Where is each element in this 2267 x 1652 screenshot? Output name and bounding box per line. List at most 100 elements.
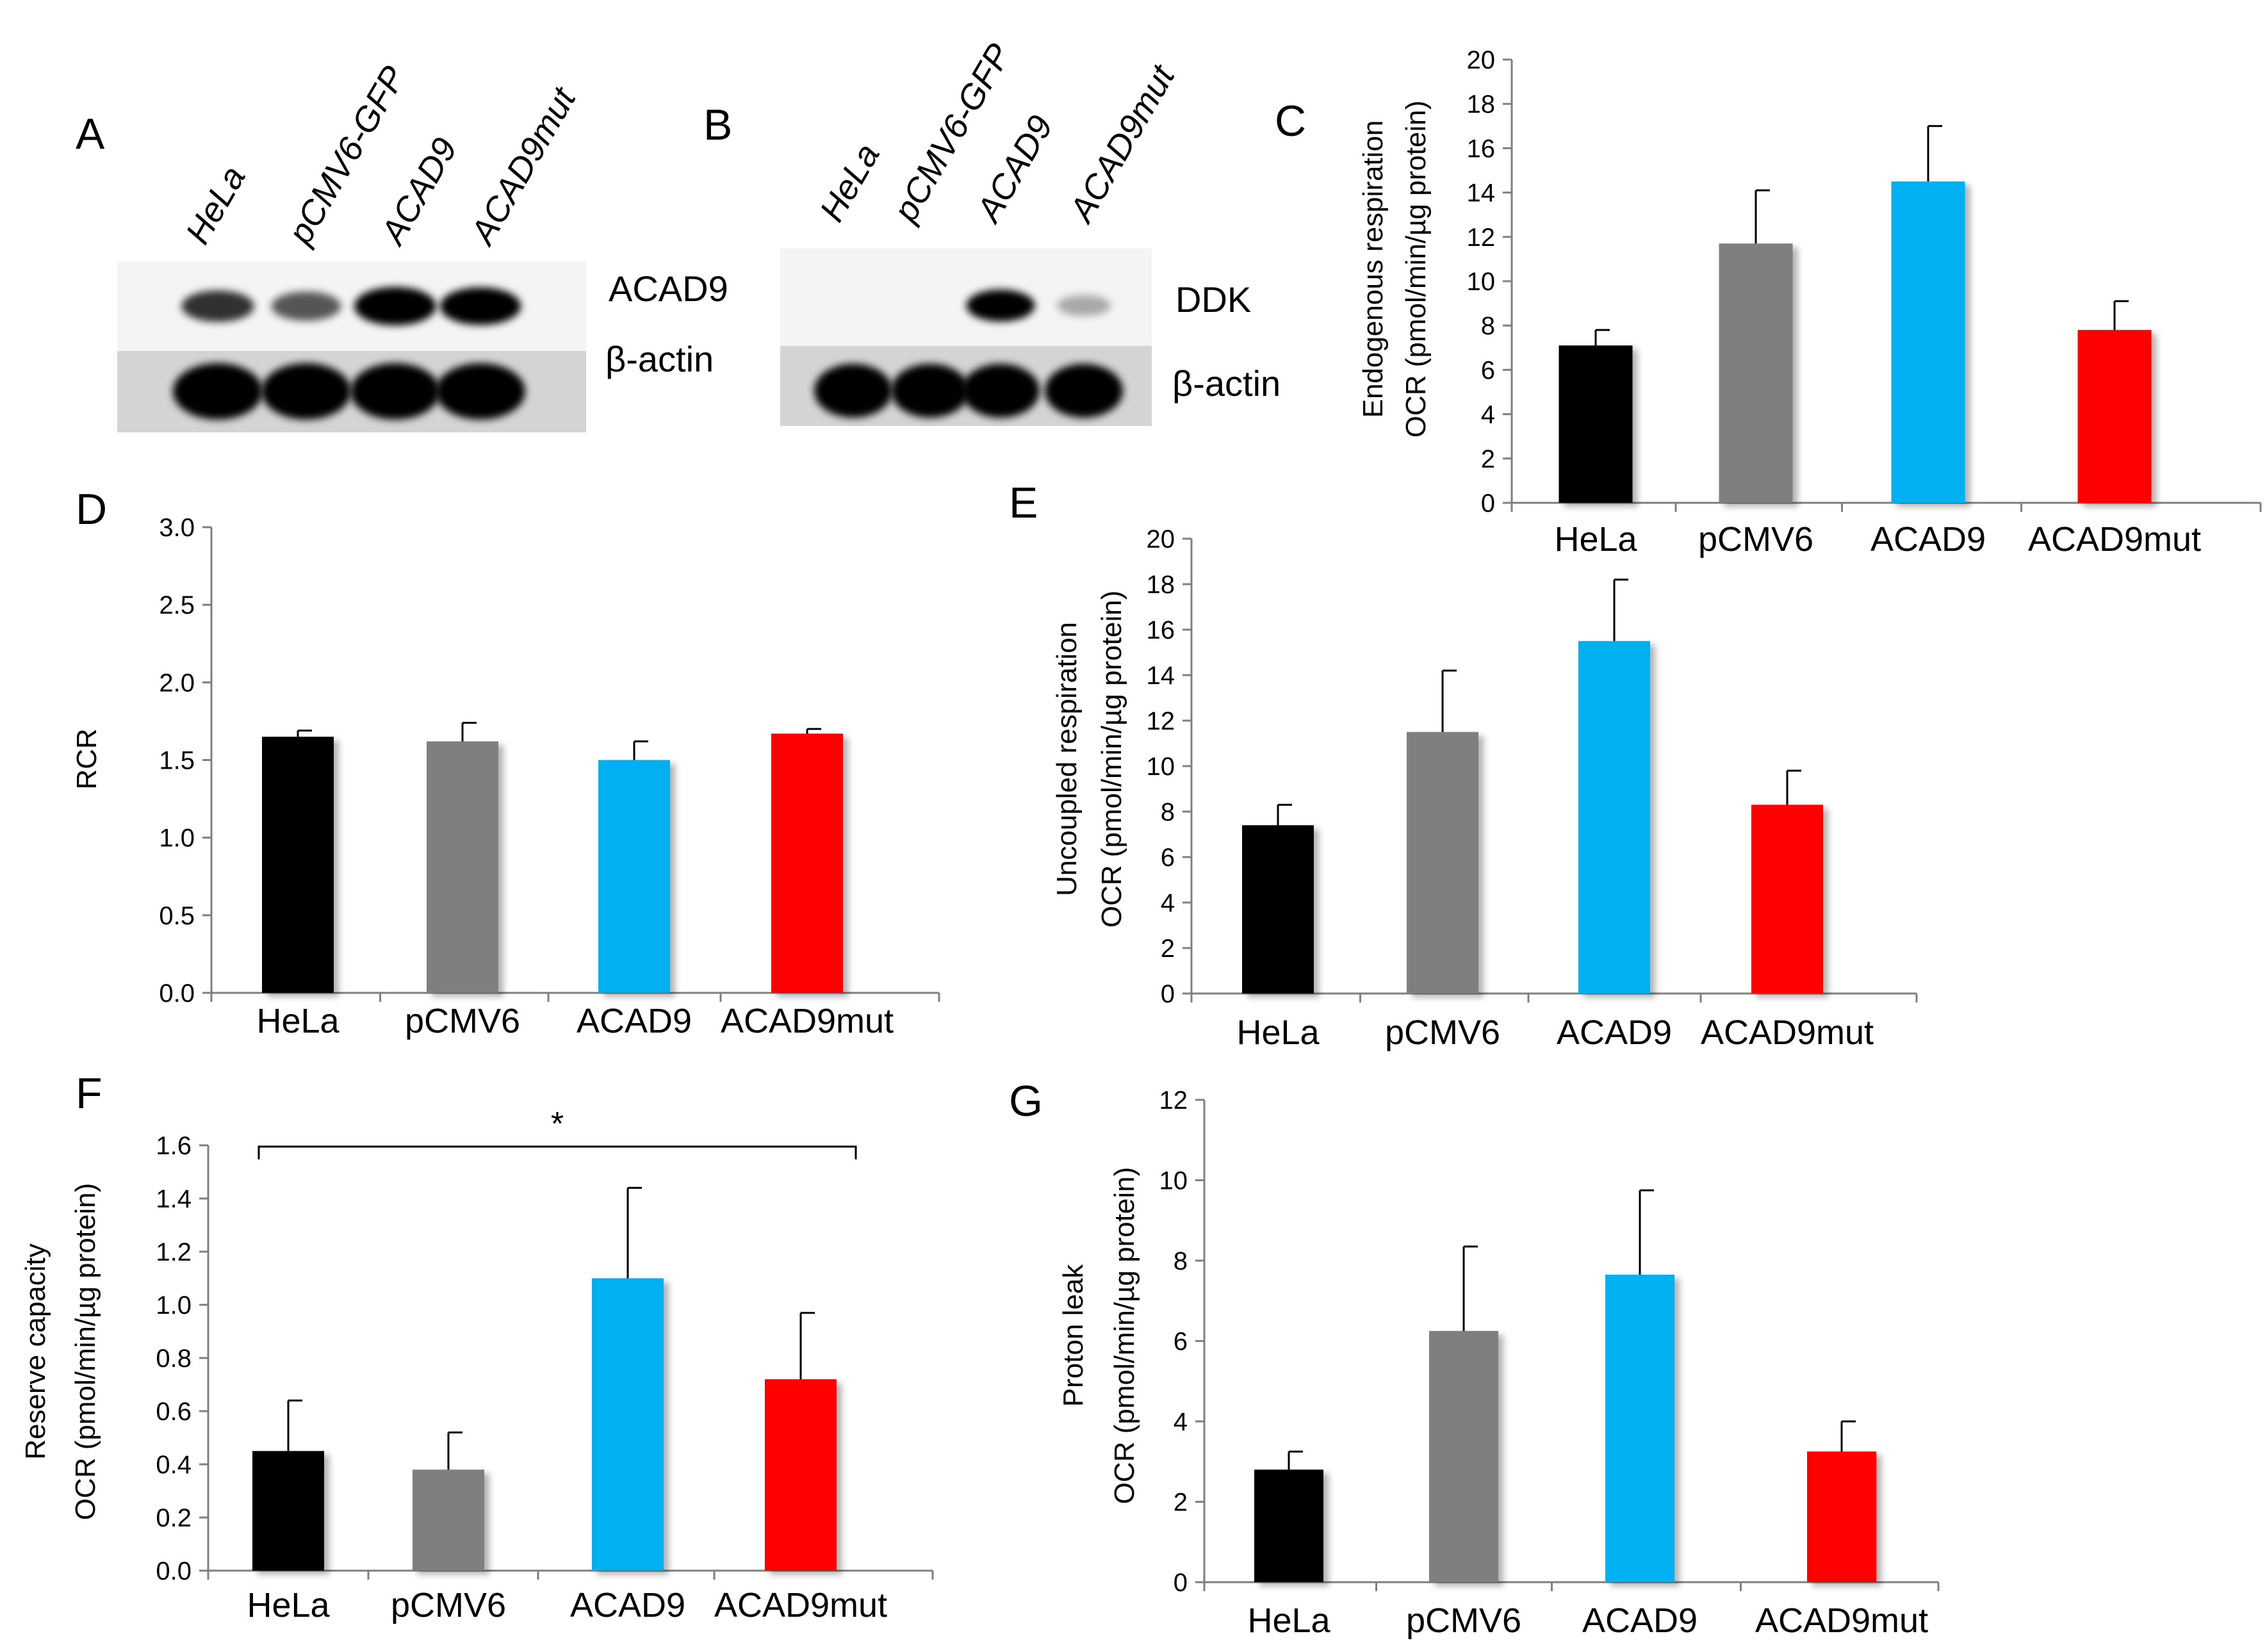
chart-c-y-tick-label: 0 [1481,489,1495,518]
chart-d-x-tick-label-acad9mut: ACAD9mut [721,1002,894,1040]
chart-e-bar-pcmv6 [1407,732,1478,994]
chart-d-y-tick-label: 2.0 [159,669,195,697]
panel-c: C Endogenous respiration OCR (pmol/min/µ… [1275,46,2262,559]
chart-c-x-tick-label-acad9mut: ACAD9mut [2028,520,2201,559]
chart-d-x-tick-label-pcmv6: pCMV6 [405,1002,520,1040]
chart-g-plot: 0 2 4 6 8 10 12 HeLa pCMV6 ACAD9 ACAD9mut [1159,1086,1940,1640]
chart-c-y-tick-label: 2 [1481,445,1495,473]
chart-g-bar-acad9mut [1807,1452,1876,1582]
blot-b-lane-hela: HeLa [812,137,887,228]
chart-d-y-tick-label: 1.5 [159,747,195,775]
panel-d: D RCR 0.0 0.5 1.0 1.5 2.0 2.5 3.0 HeLa pCMV6 ACAD… [71,485,940,1040]
blot-b-band-bottom-2 [962,364,1040,418]
chart-d-y-tick-label: 0.0 [159,979,195,1008]
chart-c-y-tick-label: 8 [1481,312,1495,340]
panel-letter-e: E [1009,478,1038,527]
blot-b-band-top-3 [1056,295,1111,316]
chart-g-y-axis-label-line2: OCR (pmol/min/µg protein) [1109,1167,1140,1505]
blot-b-band-bottom-3 [1045,364,1123,418]
chart-c-y-tick-label: 12 [1467,224,1496,252]
chart-e-x-tick-label-acad9mut: ACAD9mut [1701,1013,1874,1052]
chart-g-x-tick-label-hela: HeLa [1247,1601,1330,1640]
chart-e-y-tick-label: 4 [1161,889,1175,917]
chart-f-y-tick-label: 0.4 [156,1451,192,1479]
chart-c-y-axis-label-line2: OCR (pmol/min/µg protein) [1400,101,1432,438]
chart-g-y-tick-label: 0 [1174,1569,1188,1597]
chart-d-y-tick-label: 3.0 [159,514,195,542]
panel-letter-b: B [703,101,732,149]
chart-e-bar-acad9mut [1751,805,1823,994]
blot-b-row-label-ddk: DDK [1175,279,1251,320]
blot-b-band-top-2 [966,290,1035,322]
chart-e-x-tick-label-acad9: ACAD9 [1557,1013,1672,1052]
chart-d-y-axis-label: RCR [71,728,102,789]
chart-c-y-tick-label: 6 [1481,356,1495,384]
blot-b-row-label-beta-actin: β-actin [1172,363,1281,404]
chart-d-y-tick-label: 1.0 [159,824,195,853]
blot-a-lane-acad9mut: ACAD9mut [462,80,584,252]
panel-letter-a: A [76,110,105,158]
chart-g-bar-hela [1254,1469,1323,1582]
chart-c-y-tick-label: 16 [1467,135,1496,163]
chart-f-bar-pcmv6 [413,1469,484,1571]
chart-f-y-tick-label: 0.2 [156,1504,192,1532]
chart-f-significance-label: * [551,1106,564,1143]
blot-a-lane-labels: HeLa pCMV6-GFP ACAD9 ACAD9mut [178,60,584,252]
chart-f-significance-bracket [258,1145,857,1159]
panel-letter-c: C [1275,97,1306,145]
chart-c-x-tick-label-pcmv6: pCMV6 [1698,520,1813,559]
panel-e: E Uncoupled respiration OCR (pmol/min/µg… [1009,478,1918,1052]
blot-a-lane-hela: HeLa [178,159,253,250]
chart-e-y-tick-label: 18 [1147,571,1175,599]
chart-c-x-tick-label-acad9: ACAD9 [1870,520,1986,559]
chart-f-y-tick-label: 1.0 [156,1291,192,1320]
chart-d-x-tick-label-hela: HeLa [256,1002,340,1040]
chart-f-bar-hela [252,1451,324,1571]
chart-d-y-tick-label: 2.5 [159,591,195,619]
chart-e-y-tick-label: 0 [1161,980,1175,1008]
chart-e-y-tick-label: 12 [1147,707,1175,735]
blot-a-band-bottom-0 [173,363,263,420]
chart-f-y-tick-label: 0.8 [156,1345,192,1373]
blot-a-band-bottom-1 [261,363,351,420]
chart-e-y-tick-label: 2 [1161,935,1175,963]
blot-a-row-label-acad9: ACAD9 [609,268,728,309]
blot-a-lane-acad9: ACAD9 [373,131,464,252]
chart-c-bar-pcmv6 [1719,243,1793,503]
chart-c-y-tick-label: 4 [1481,401,1495,429]
chart-e-bar-acad9 [1578,641,1650,994]
blot-a-band-bottom-2 [350,363,440,420]
chart-g-y-tick-label: 10 [1159,1167,1188,1195]
chart-d-bar-hela [262,737,334,993]
blot-a-band-top-2 [354,287,436,325]
chart-d-bar-acad9 [598,760,670,993]
chart-c-x-tick-label-hela: HeLa [1554,520,1637,559]
chart-d-plot: 0.0 0.5 1.0 1.5 2.0 2.5 3.0 HeLa pCMV6 ACAD9 ACAD9… [159,514,940,1040]
blot-b-band-bottom-0 [814,364,892,418]
panel-g: G Proton leak OCR (pmol/min/µg protein) … [1009,1077,1940,1640]
chart-e-y-tick-label: 8 [1161,798,1175,826]
chart-f-y-axis-label-line2: OCR (pmol/min/µg protein) [70,1183,101,1521]
chart-e-x-tick-label-pcmv6: pCMV6 [1385,1013,1500,1052]
chart-g-x-tick-label-acad9: ACAD9 [1582,1601,1698,1640]
chart-c-bar-acad9 [1891,181,1965,503]
chart-f-y-axis-label-line1: Reserve capacity [20,1243,51,1459]
chart-g-bar-acad9 [1605,1274,1674,1582]
chart-f-bar-acad9mut [765,1379,837,1571]
blot-a-band-bottom-3 [436,363,525,420]
chart-g-y-tick-label: 2 [1174,1489,1188,1517]
chart-c-plot: 0 2 4 6 8 10 12 14 16 18 20 HeLa pCMV6 ACAD9 ACAD9mut [1467,46,2262,559]
panel-a: A HeLa pCMV6-GFP ACAD9 ACAD9mut ACAD9 β-… [76,60,728,432]
blot-a-row-label-beta-actin: β-actin [605,339,714,379]
chart-d-x-tick-label-acad9: ACAD9 [577,1002,692,1040]
chart-c-y-tick-label: 20 [1467,46,1496,74]
chart-g-y-axis-label-line1: Proton leak [1058,1264,1089,1407]
chart-f-x-tick-label-acad9: ACAD9 [570,1586,685,1624]
chart-e-x-tick-label-hela: HeLa [1236,1013,1320,1052]
chart-e-y-tick-label: 10 [1147,753,1175,781]
blot-b-lane-labels: HeLa pCMV6-GFP ACAD9 ACAD9mut [812,37,1183,229]
chart-e-y-tick-label: 14 [1147,662,1175,690]
chart-c-y-tick-label: 10 [1467,268,1496,296]
chart-g-y-tick-label: 4 [1174,1408,1188,1436]
